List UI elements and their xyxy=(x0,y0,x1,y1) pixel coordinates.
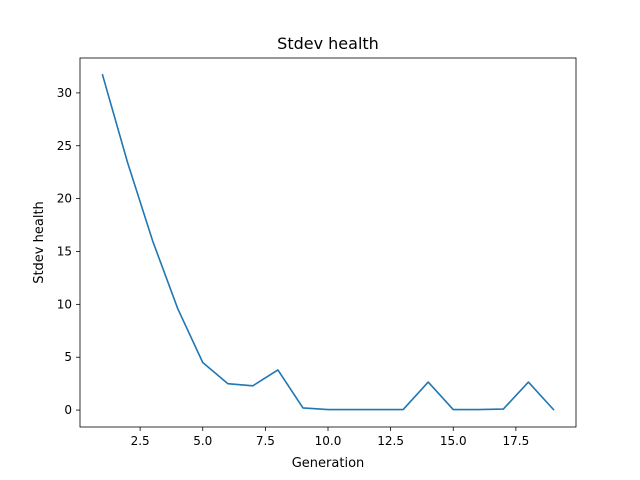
series-line xyxy=(101,73,555,411)
y-axis-label: Stdev health xyxy=(32,201,47,284)
plot-area xyxy=(101,73,555,411)
y-tick-label: 15 xyxy=(57,244,72,258)
x-axis-label: Generation xyxy=(292,456,365,471)
x-tick-label: 7.5 xyxy=(256,434,275,448)
x-tick-label: 12.5 xyxy=(377,434,404,448)
x-tick-label: 5.0 xyxy=(193,434,212,448)
x-axis: 2.5 5.0 7.5 10.0 12.5 15.0 17.5 xyxy=(131,427,530,448)
y-tick-label: 5 xyxy=(64,350,72,364)
x-tick-label: 2.5 xyxy=(131,434,150,448)
y-tick-label: 30 xyxy=(57,86,72,100)
y-tick-label: 25 xyxy=(57,139,72,153)
chart-title: Stdev health xyxy=(277,34,379,53)
y-tick-label: 0 xyxy=(64,403,72,417)
y-tick-label: 20 xyxy=(57,192,72,206)
x-tick-label: 10.0 xyxy=(315,434,342,448)
y-tick-label: 10 xyxy=(57,297,72,311)
x-tick-label: 17.5 xyxy=(503,434,530,448)
y-axis: 0 5 10 15 20 25 30 xyxy=(57,86,80,417)
x-tick-label: 15.0 xyxy=(440,434,467,448)
